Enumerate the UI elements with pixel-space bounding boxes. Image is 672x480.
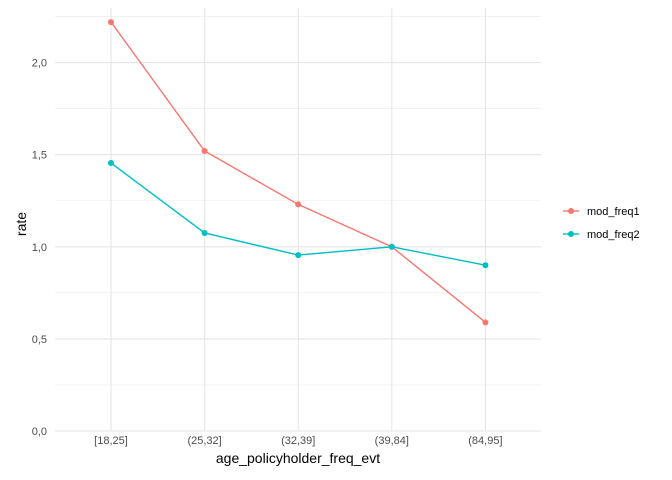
series-layer xyxy=(108,19,489,326)
data-point-mod_freq2 xyxy=(388,243,395,250)
y-tick-label: 1,0 xyxy=(32,242,47,254)
data-point-mod_freq2 xyxy=(295,252,302,259)
legend-key-point xyxy=(568,231,574,237)
y-axis-title: rate xyxy=(13,212,29,236)
y-tick-label: 1,5 xyxy=(32,150,47,162)
y-tick-label: 2,0 xyxy=(32,58,47,70)
legend: mod_freq1 mod_freq2 xyxy=(563,206,640,241)
x-tick-label: (84,95] xyxy=(468,435,502,447)
x-tick-label: (32,39] xyxy=(281,435,315,447)
legend-key-point xyxy=(568,208,574,214)
legend-label: mod_freq2 xyxy=(587,229,640,241)
data-point-mod_freq2 xyxy=(201,229,208,236)
x-tick-label: (39,84] xyxy=(375,435,409,447)
data-point-mod_freq2 xyxy=(108,159,114,166)
legend-label: mod_freq1 xyxy=(587,206,640,218)
grid-layer xyxy=(55,8,541,432)
data-point-mod_freq1 xyxy=(295,201,302,208)
x-tick-label: [18,25] xyxy=(94,435,128,447)
data-point-mod_freq1 xyxy=(201,148,208,155)
data-point-mod_freq1 xyxy=(108,19,114,26)
data-point-mod_freq1 xyxy=(482,319,489,326)
y-tick-label: 0,5 xyxy=(32,334,47,346)
x-axis-title: age_policyholder_freq_evt xyxy=(216,450,380,466)
x-tick-label: (25,32] xyxy=(187,435,221,447)
tick-labels: 0,0 0,5 1,0 1,5 2,0 [18,25] (25,32] (32,39] (39,… xyxy=(32,58,503,447)
y-tick-label: 0,0 xyxy=(32,426,47,438)
data-point-mod_freq2 xyxy=(482,262,489,269)
